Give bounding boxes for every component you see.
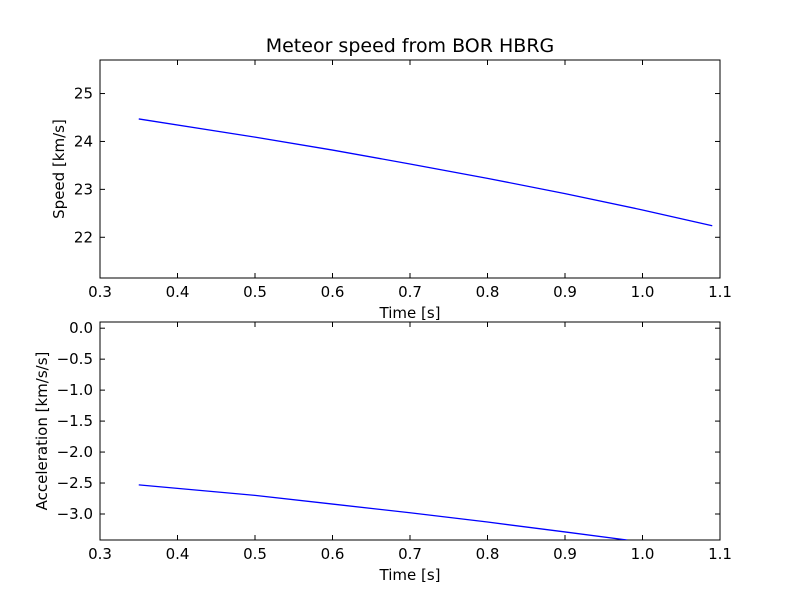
speed-y-tick-label: 22 [74,228,93,246]
speed-x-tick-label: 1.0 [631,283,655,301]
speed-y-tick-label: 23 [74,180,93,198]
acceleration-x-tick-label: 1.1 [708,545,732,563]
speed-x-tick-label: 0.6 [321,283,345,301]
speed-series-line [138,118,713,227]
speed-y-tick-label: 24 [74,132,93,150]
acceleration-series-line [138,484,628,540]
acceleration-x-axis-label: Time [s] [379,566,441,584]
acceleration-x-tick-label: 0.4 [166,545,190,563]
speed-x-tick-label: 0.5 [243,283,267,301]
speed-x-tick-label: 0.8 [476,283,500,301]
acceleration-y-tick-label: −1.0 [57,381,93,399]
acceleration-x-tick-label: 1.0 [631,545,655,563]
speed-x-tick-label: 0.7 [398,283,422,301]
speed-x-tick-label: 1.1 [708,283,732,301]
acceleration-y-axis-label: Acceleration [km/s/s] [33,352,51,511]
acceleration-x-tick-label: 0.9 [553,545,577,563]
acceleration-y-tick-label: 0.0 [69,319,93,337]
acceleration-x-tick-label: 0.5 [243,545,267,563]
speed-y-tick-label: 25 [74,85,93,103]
acceleration-y-tick-label: −2.5 [57,474,93,492]
speed-panel: 0.3 0.4 0.5 0.6 0.7 0.8 0.9 1.0 1.1 22 23 24 25 Time … [50,35,732,322]
speed-x-tick-label: 0.3 [88,283,112,301]
speed-x-tick-label: 0.9 [553,283,577,301]
acceleration-x-tick-label: 0.3 [88,545,112,563]
acceleration-y-tick-label: −0.5 [57,350,93,368]
acceleration-y-tick-label: −1.5 [57,412,93,430]
speed-chart-title: Meteor speed from BOR HBRG [266,35,555,57]
acceleration-x-tick-label: 0.8 [476,545,500,563]
acceleration-plot-frame [99,321,721,541]
acceleration-x-tick-label: 0.7 [398,545,422,563]
speed-x-axis-label: Time [s] [379,304,441,322]
acceleration-y-tick-label: −3.0 [57,505,93,523]
speed-x-tick-label: 0.4 [166,283,190,301]
acceleration-x-tick-label: 0.6 [321,545,345,563]
acceleration-panel: 0.3 0.4 0.5 0.6 0.7 0.8 0.9 1.0 1.1 0.0 −0.5 −1.0 −1… [33,319,732,584]
speed-plot-frame [99,59,721,279]
speed-y-axis-label: Speed [km/s] [50,119,68,219]
acceleration-y-tick-label: −2.0 [57,443,93,461]
